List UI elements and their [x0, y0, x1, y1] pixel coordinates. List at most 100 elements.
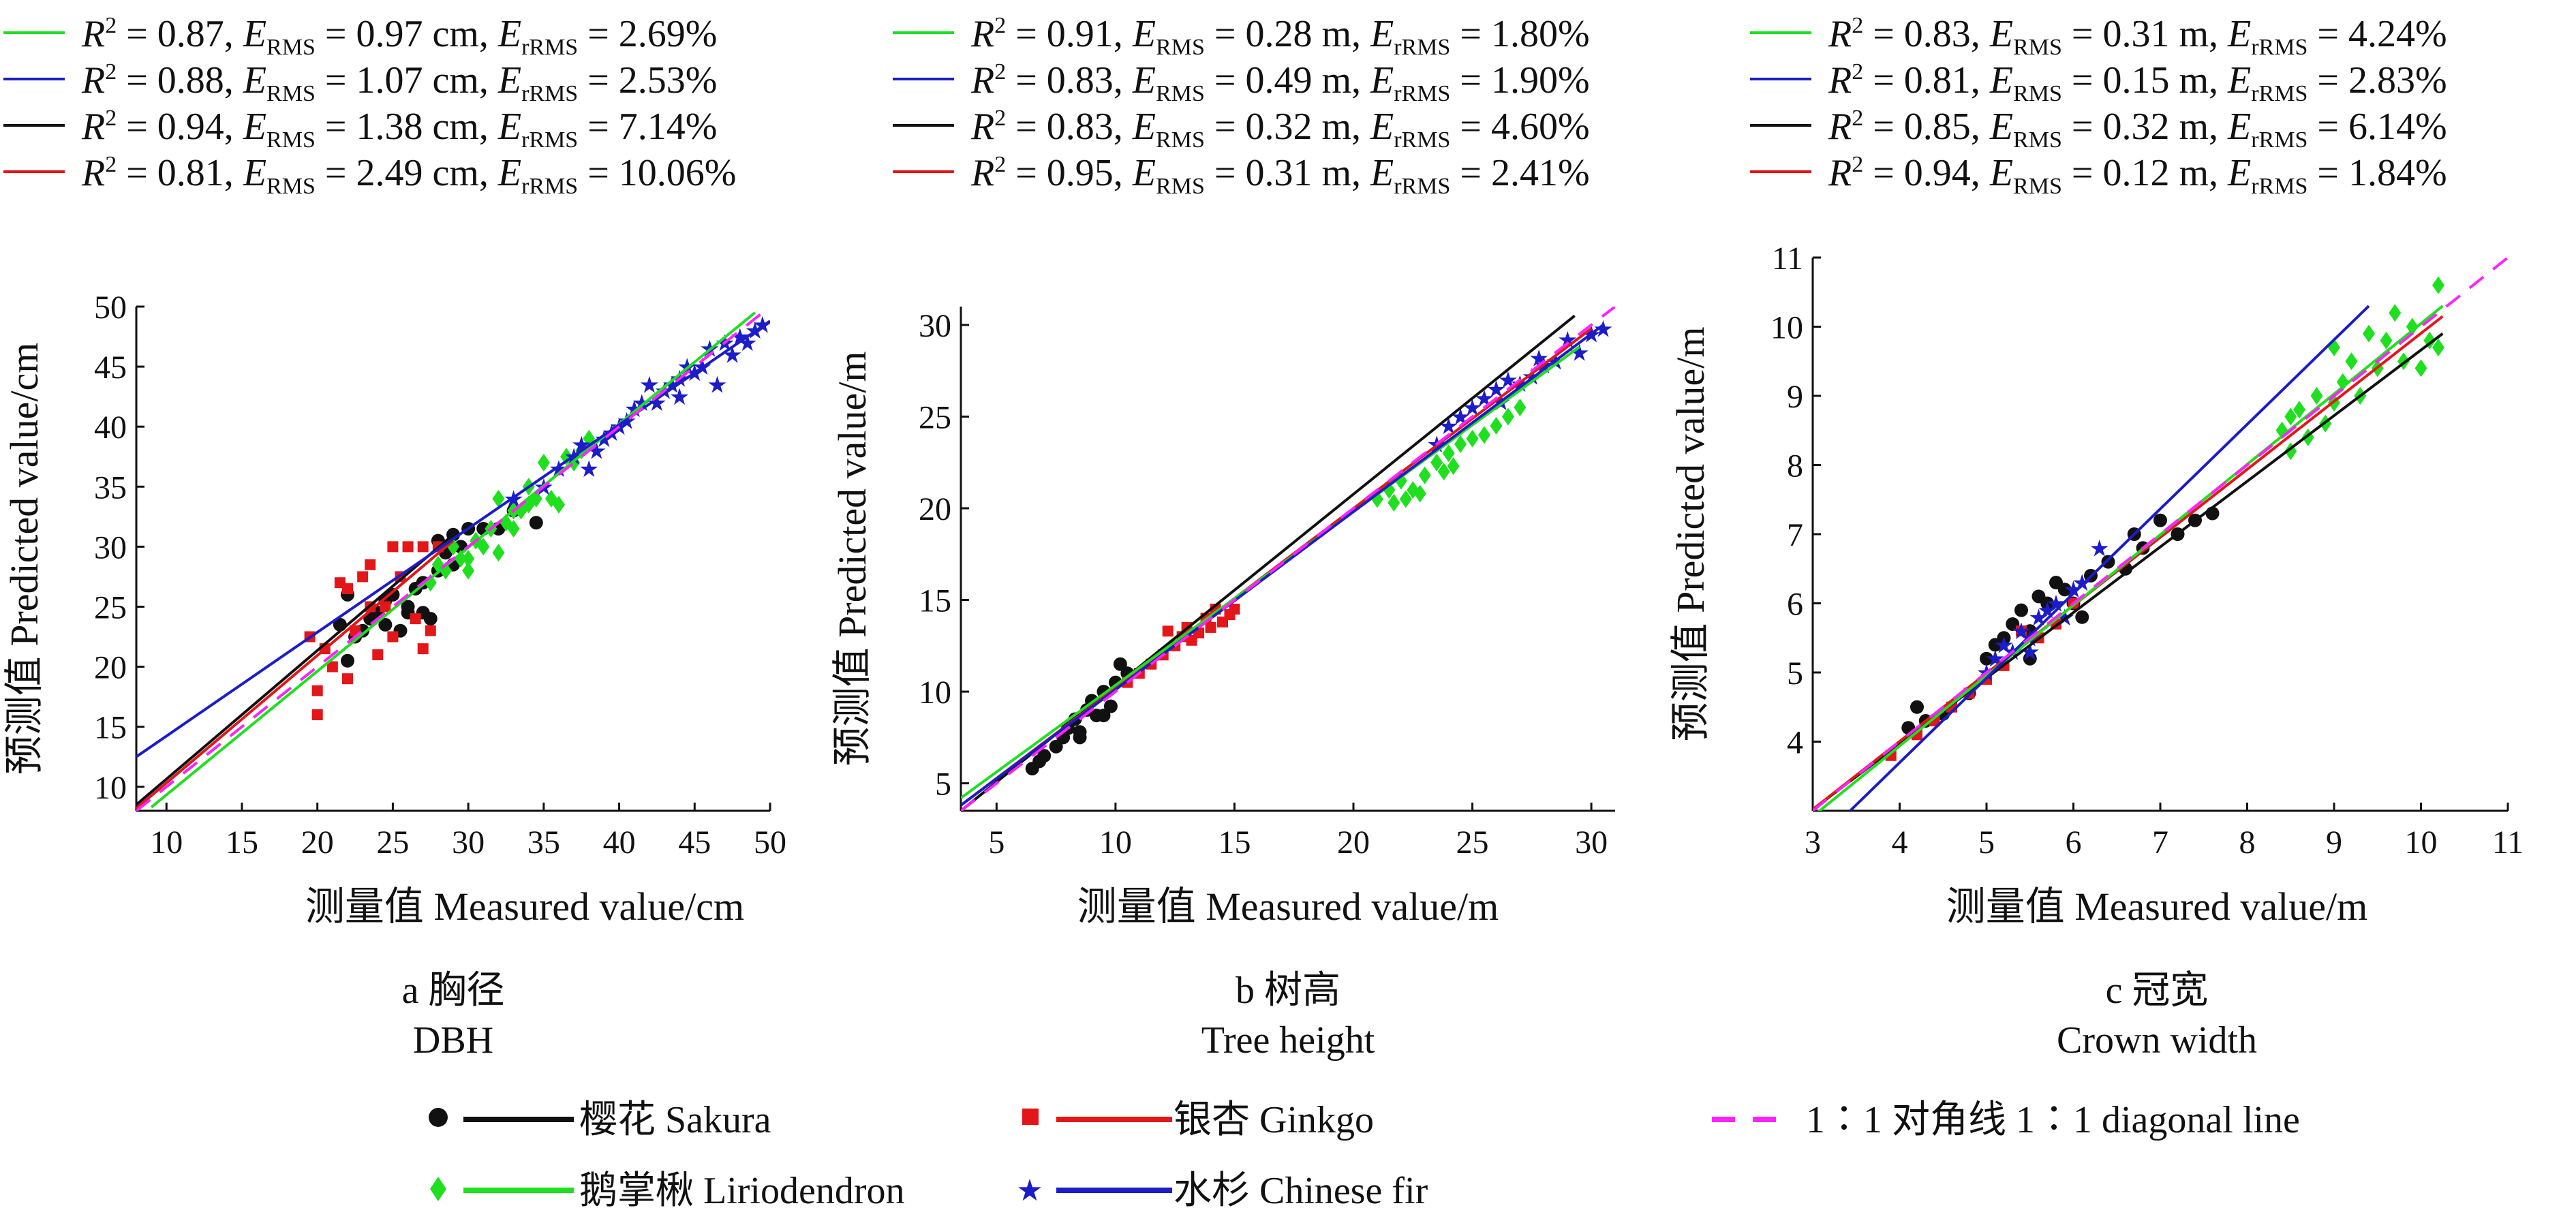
panel-caption-cn: b 树高 [1236, 970, 1340, 1012]
data-point-ginkgo [387, 541, 399, 553]
y-tick-label: 30 [94, 529, 127, 566]
data-point-sakura [2040, 596, 2055, 610]
data-point-liriodendron [1466, 429, 1479, 448]
data-point-liriodendron [2310, 387, 2323, 405]
data-point-ginkgo [326, 661, 338, 672]
data-point-ginkgo [417, 541, 429, 553]
x-tick-label: 4 [1892, 824, 1908, 861]
data-point-fir: ★ [707, 373, 727, 399]
x-axis-label: 测量值 Measured value/m [1946, 884, 2368, 929]
data-point-liriodendron [1399, 490, 1412, 508]
data-point-liriodendron [507, 519, 520, 538]
data-point-liriodendron [1442, 444, 1455, 463]
data-point-ginkgo [311, 685, 323, 696]
data-point-sakura [378, 617, 393, 632]
data-point-liriodendron [1437, 463, 1450, 481]
data-point-sakura [1073, 725, 1087, 739]
x-tick-label: 15 [1218, 824, 1251, 861]
data-point-ginkgo [342, 673, 353, 685]
data-point-ginkgo [342, 583, 353, 595]
stat-row-liriodendron: R2 = 0.91, ERMS = 0.28 m, ErRMS = 1.80% [893, 13, 1590, 60]
data-point-liriodendron [2284, 407, 2297, 426]
data-point-liriodendron [2406, 318, 2419, 336]
stat-text-liriodendron: R2 = 0.83, ERMS = 0.31 m, ErRMS = 4.24% [1828, 13, 2447, 60]
data-point-sakura [423, 612, 438, 626]
y-axis-label: 预测值 Predicted value/m [1668, 327, 1713, 742]
data-point-ginkgo [372, 649, 384, 660]
y-tick-label: 8 [1787, 448, 1803, 484]
x-tick-label: 25 [376, 824, 409, 861]
x-tick-label: 11 [2492, 824, 2524, 861]
data-point-ginkgo [311, 709, 323, 721]
data-point-ginkgo [380, 601, 391, 613]
chart-panel-c: R2 = 0.83, ERMS = 0.31 m, ErRMS = 4.24%R… [1668, 13, 2524, 1062]
panel-caption-en: Tree height [1201, 1019, 1375, 1062]
stat-row-fir: R2 = 0.81, ERMS = 0.15 m, ErRMS = 2.83% [1750, 59, 2447, 106]
data-point-sakura [2023, 651, 2037, 666]
data-point-liriodendron [2293, 401, 2305, 419]
y-tick-label: 10 [1770, 310, 1803, 346]
data-point-sakura [2153, 513, 2167, 527]
y-tick-label: 15 [919, 583, 951, 619]
data-point-liriodendron [492, 489, 505, 508]
stat-row-sakura: R2 = 0.85, ERMS = 0.32 m, ErRMS = 6.14% [1750, 106, 2447, 153]
data-point-liriodendron [1430, 453, 1443, 471]
y-tick-label: 5 [1787, 655, 1803, 692]
data-point-liriodendron [1490, 416, 1503, 435]
data-point-sakura [1910, 700, 1924, 714]
data-point-sakura [1980, 651, 1993, 666]
data-point-liriodendron [2414, 359, 2427, 377]
fit-line-fir [961, 324, 1604, 807]
data-point-liriodendron [1447, 457, 1460, 476]
x-tick-label: 7 [2152, 824, 2168, 861]
data-point-ginkgo [387, 631, 399, 643]
stat-text-ginkgo: R2 = 0.95, ERMS = 0.31 m, ErRMS = 2.41% [970, 152, 1590, 199]
data-point-liriodendron [1478, 426, 1490, 444]
data-point-sakura [1997, 631, 2011, 645]
x-tick-label: 35 [527, 824, 560, 861]
y-axis-label: 预测值 Predicted value/cm [2, 343, 46, 775]
data-point-fir: ★ [579, 457, 599, 482]
data-point-liriodendron [537, 454, 550, 472]
y-tick-label: 20 [919, 491, 951, 527]
y-tick-label: 30 [919, 308, 951, 344]
x-tick-label: 20 [301, 824, 334, 861]
data-point-liriodendron [477, 538, 490, 556]
data-point-liriodendron [455, 550, 467, 568]
stat-text-sakura: R2 = 0.83, ERMS = 0.32 m, ErRMS = 4.60% [970, 106, 1590, 153]
chart-panel-b: R2 = 0.91, ERMS = 0.28 m, ErRMS = 1.80%R… [830, 13, 1615, 1062]
stat-text-ginkgo: R2 = 0.94, ERMS = 0.12 m, ErRMS = 1.84% [1828, 152, 2447, 199]
stat-text-fir: R2 = 0.83, ERMS = 0.49 m, ErRMS = 1.90% [970, 59, 1590, 106]
data-point-sakura [1049, 739, 1063, 754]
stat-row-fir: R2 = 0.88, ERMS = 1.07 cm, ErRMS = 2.53% [3, 59, 717, 106]
fit-line-sakura [136, 533, 455, 806]
x-tick-label: 9 [2326, 824, 2342, 861]
y-tick-label: 10 [919, 675, 951, 711]
data-point-sakura [1037, 749, 1052, 763]
stat-row-ginkgo: R2 = 0.95, ERMS = 0.31 m, ErRMS = 2.41% [893, 152, 1590, 199]
data-point-liriodendron [2363, 324, 2375, 343]
data-point-liriodendron [2345, 352, 2358, 371]
data-point-liriodendron [462, 550, 475, 568]
stat-text-liriodendron: R2 = 0.87, ERMS = 0.97 cm, ErRMS = 2.69% [81, 13, 717, 60]
stat-row-fir: R2 = 0.83, ERMS = 0.49 m, ErRMS = 1.90% [893, 59, 1590, 106]
data-point-liriodendron [462, 561, 475, 580]
series-ginkgo [1122, 604, 1240, 688]
stat-row-liriodendron: R2 = 0.83, ERMS = 0.31 m, ErRMS = 4.24% [1750, 13, 2447, 60]
data-point-liriodendron [2380, 331, 2393, 350]
x-tick-label: 30 [452, 824, 485, 861]
data-point-liriodendron [1418, 466, 1431, 484]
data-point-liriodendron [1501, 407, 1514, 426]
y-tick-label: 35 [94, 469, 127, 506]
data-point-ginkgo [410, 613, 421, 625]
y-tick-label: 20 [94, 650, 127, 686]
y-tick-label: 45 [94, 350, 127, 386]
y-tick-label: 11 [1772, 241, 1803, 277]
data-point-liriodendron [1413, 484, 1426, 503]
data-point-fir: ★ [2089, 536, 2110, 561]
data-point-sakura [341, 653, 354, 668]
data-point-liriodendron [1454, 435, 1467, 453]
x-tick-label: 5 [1978, 824, 1995, 861]
data-point-liriodendron [2389, 304, 2402, 322]
